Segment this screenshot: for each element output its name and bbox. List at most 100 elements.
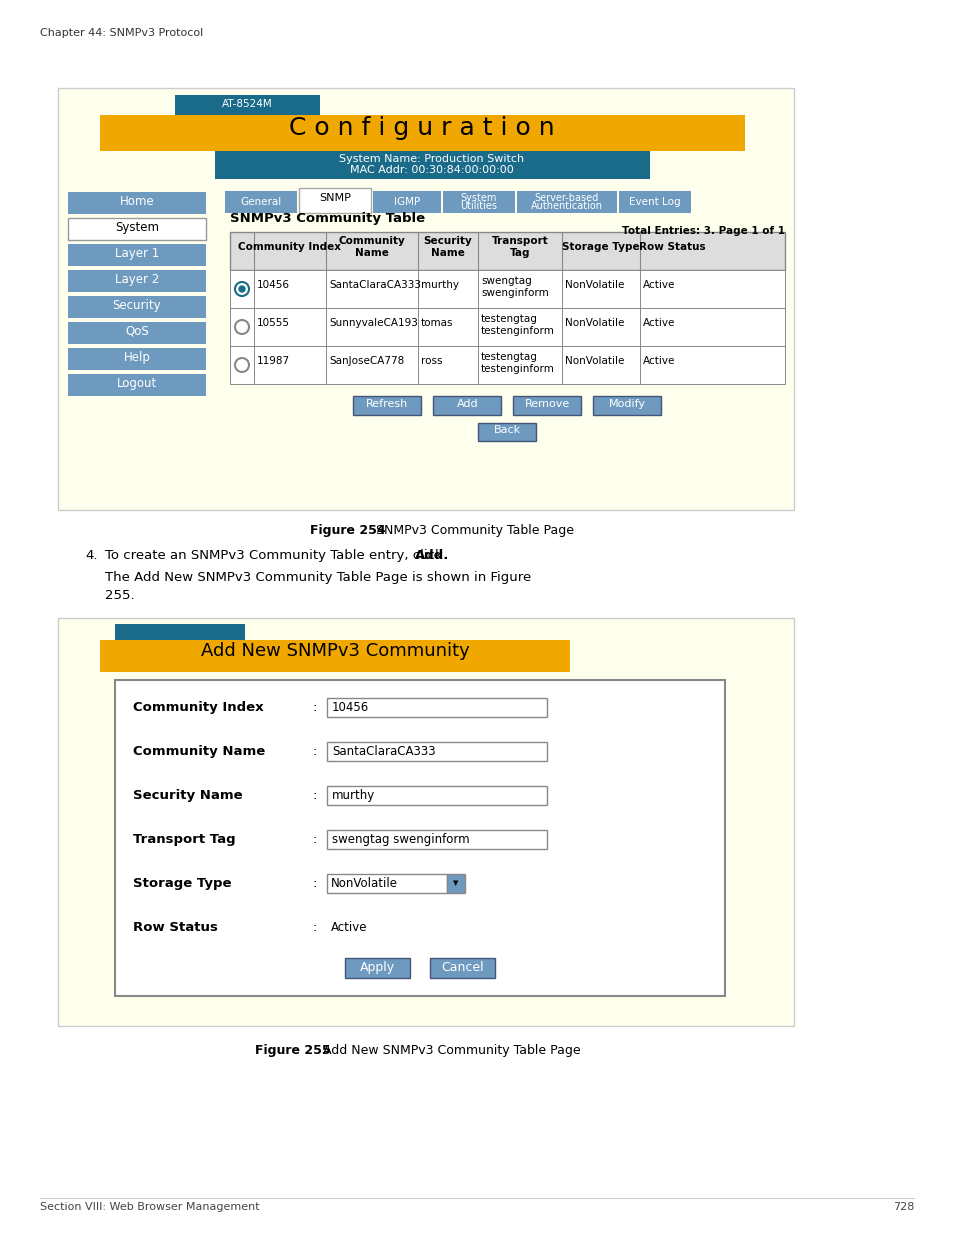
Text: :: : bbox=[313, 832, 317, 846]
Text: Modify: Modify bbox=[608, 399, 645, 409]
Bar bbox=[298, 188, 371, 212]
Bar bbox=[345, 958, 410, 978]
Text: NonVolatile: NonVolatile bbox=[564, 280, 623, 290]
Bar bbox=[618, 191, 690, 212]
Text: Figure 254: Figure 254 bbox=[310, 524, 385, 537]
Bar bbox=[100, 640, 569, 672]
Text: C o n f i g u r a t i o n: C o n f i g u r a t i o n bbox=[289, 116, 555, 140]
Text: Logout: Logout bbox=[117, 377, 157, 390]
Text: ▼: ▼ bbox=[453, 881, 458, 887]
Text: testengtag: testengtag bbox=[480, 352, 537, 362]
Text: SantaClaraCA333: SantaClaraCA333 bbox=[332, 745, 436, 758]
Bar bbox=[225, 191, 296, 212]
Circle shape bbox=[239, 287, 245, 291]
Text: Chapter 44: SNMPv3 Protocol: Chapter 44: SNMPv3 Protocol bbox=[40, 28, 203, 38]
Text: System: System bbox=[460, 193, 497, 203]
Text: System Name: Production Switch: System Name: Production Switch bbox=[339, 154, 524, 164]
Text: System: System bbox=[115, 221, 159, 233]
Text: Cancel: Cancel bbox=[440, 961, 483, 974]
Bar bbox=[230, 308, 784, 346]
Text: Name: Name bbox=[355, 248, 389, 258]
Text: :: : bbox=[313, 745, 317, 758]
Text: Storage Type: Storage Type bbox=[561, 242, 639, 252]
Bar bbox=[517, 191, 617, 212]
Text: Tag: Tag bbox=[509, 248, 530, 258]
Text: IGMP: IGMP bbox=[394, 198, 419, 207]
Text: Storage Type: Storage Type bbox=[132, 877, 232, 890]
Text: murthy: murthy bbox=[420, 280, 458, 290]
Text: Total Entries: 3. Page 1 of 1: Total Entries: 3. Page 1 of 1 bbox=[621, 226, 784, 236]
Text: Security Name: Security Name bbox=[132, 789, 242, 802]
Text: Active: Active bbox=[642, 356, 675, 366]
Text: testenginform: testenginform bbox=[480, 326, 555, 336]
Text: The Add New SNMPv3 Community Table Page is shown in Figure: The Add New SNMPv3 Community Table Page … bbox=[105, 571, 531, 584]
Bar bbox=[593, 396, 660, 415]
Bar bbox=[230, 270, 784, 308]
Text: Add New SNMPv3 Community Table Page: Add New SNMPv3 Community Table Page bbox=[314, 1044, 580, 1057]
Text: Name: Name bbox=[431, 248, 464, 258]
Text: Refresh: Refresh bbox=[366, 399, 408, 409]
Text: ross: ross bbox=[420, 356, 442, 366]
Text: murthy: murthy bbox=[332, 789, 375, 802]
Text: SantaClaraCA333: SantaClaraCA333 bbox=[329, 280, 420, 290]
Text: Apply: Apply bbox=[359, 961, 395, 974]
Text: Security: Security bbox=[112, 299, 161, 312]
Text: SunnyvaleCA193: SunnyvaleCA193 bbox=[329, 317, 417, 329]
Circle shape bbox=[234, 358, 249, 372]
Bar bbox=[327, 698, 546, 718]
Text: Row Status: Row Status bbox=[638, 242, 704, 252]
Text: testenginform: testenginform bbox=[480, 364, 555, 374]
Text: To create an SNMPv3 Community Table entry, click: To create an SNMPv3 Community Table entr… bbox=[105, 550, 447, 562]
Bar bbox=[115, 624, 245, 642]
Text: Help: Help bbox=[124, 351, 151, 364]
Bar bbox=[327, 874, 447, 893]
Text: swengtag: swengtag bbox=[480, 275, 531, 287]
Bar bbox=[430, 958, 495, 978]
Text: NonVolatile: NonVolatile bbox=[331, 877, 397, 890]
Bar bbox=[373, 191, 440, 212]
Text: Community Index: Community Index bbox=[238, 242, 341, 252]
Text: Community: Community bbox=[338, 236, 405, 246]
Text: tomas: tomas bbox=[420, 317, 453, 329]
Text: Layer 1: Layer 1 bbox=[114, 247, 159, 261]
Text: Utilities: Utilities bbox=[460, 201, 497, 211]
Text: NonVolatile: NonVolatile bbox=[564, 356, 623, 366]
Text: SNMPv3 Community Table Page: SNMPv3 Community Table Page bbox=[368, 524, 574, 537]
Bar bbox=[68, 191, 206, 214]
Text: Back: Back bbox=[494, 425, 520, 435]
Bar bbox=[433, 396, 501, 415]
Bar bbox=[327, 742, 546, 761]
Bar bbox=[68, 245, 206, 266]
Text: SNMPv3 Community Table: SNMPv3 Community Table bbox=[230, 212, 425, 225]
Text: Add.: Add. bbox=[415, 550, 449, 562]
Text: General: General bbox=[240, 198, 281, 207]
Text: 10456: 10456 bbox=[256, 280, 290, 290]
Bar bbox=[327, 785, 546, 805]
Bar bbox=[100, 115, 744, 151]
Text: :: : bbox=[313, 701, 317, 714]
Text: 255.: 255. bbox=[105, 589, 134, 601]
Bar bbox=[68, 348, 206, 370]
Text: Transport Tag: Transport Tag bbox=[132, 832, 235, 846]
Text: SNMP: SNMP bbox=[318, 193, 351, 203]
Text: Add New SNMPv3 Community: Add New SNMPv3 Community bbox=[200, 642, 469, 659]
Bar bbox=[478, 424, 536, 441]
Text: 11987: 11987 bbox=[256, 356, 290, 366]
Bar bbox=[68, 270, 206, 291]
Text: :: : bbox=[313, 921, 317, 934]
Text: SanJoseCA778: SanJoseCA778 bbox=[329, 356, 404, 366]
Text: AT-8524M: AT-8524M bbox=[221, 99, 273, 109]
Circle shape bbox=[234, 282, 249, 296]
Text: 10555: 10555 bbox=[256, 317, 290, 329]
Circle shape bbox=[234, 320, 249, 333]
Text: Community Index: Community Index bbox=[132, 701, 263, 714]
Text: swenginform: swenginform bbox=[480, 288, 548, 298]
Text: :: : bbox=[313, 877, 317, 890]
Bar bbox=[68, 374, 206, 396]
Bar bbox=[513, 396, 581, 415]
Text: Active: Active bbox=[331, 921, 367, 934]
Bar bbox=[174, 95, 319, 115]
Text: Community Name: Community Name bbox=[132, 745, 265, 758]
Text: Add: Add bbox=[456, 399, 477, 409]
Text: Section VIII: Web Browser Management: Section VIII: Web Browser Management bbox=[40, 1202, 259, 1212]
